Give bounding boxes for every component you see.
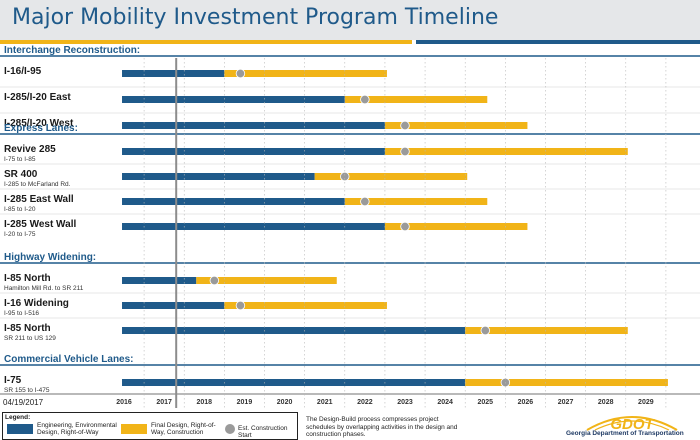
project-name: I-285 East Wall bbox=[4, 194, 74, 205]
project-name: I-16 Widening bbox=[4, 298, 69, 309]
construction-bar bbox=[224, 70, 387, 77]
construction-bar bbox=[465, 379, 668, 386]
project-name: SR 400 bbox=[4, 169, 38, 180]
year-tick-label: 2021 bbox=[317, 399, 333, 406]
svg-text:GDOT: GDOT bbox=[610, 416, 655, 432]
construction-bar bbox=[314, 173, 468, 180]
construction-start-marker bbox=[360, 94, 370, 105]
construction-start-marker bbox=[235, 300, 246, 311]
engineering-bar bbox=[122, 302, 225, 309]
construction-start-marker bbox=[400, 221, 410, 232]
title-bar: Major Mobility Investment Program Timeli… bbox=[0, 0, 700, 40]
construction-bar bbox=[344, 96, 488, 103]
project-name: I-85 North bbox=[4, 273, 51, 284]
project-segment: I-85 to I-20 bbox=[4, 206, 36, 213]
engineering-bar bbox=[122, 198, 345, 205]
section-heading: Highway Widening: bbox=[4, 252, 96, 263]
project-name: Revive 285 bbox=[4, 144, 56, 155]
year-tick-label: 2029 bbox=[638, 399, 654, 406]
year-tick-label: 2016 bbox=[116, 399, 132, 406]
page-title: Major Mobility Investment Program Timeli… bbox=[12, 5, 499, 30]
year-tick-label: 2020 bbox=[277, 399, 293, 406]
legend-title: Legend: bbox=[5, 414, 31, 421]
title-rule-blue bbox=[416, 40, 700, 44]
project-name: I-285/I-20 East bbox=[4, 92, 71, 103]
construction-start-marker bbox=[400, 120, 410, 131]
construction-bar bbox=[224, 302, 387, 309]
legend-marker-label: Est. Construction Start bbox=[238, 425, 288, 439]
year-tick-label: 2027 bbox=[558, 399, 574, 406]
construction-bar bbox=[384, 223, 528, 230]
title-rule-yellow bbox=[0, 40, 412, 44]
engineering-bar bbox=[122, 96, 345, 103]
project-segment: I-20 to I-75 bbox=[4, 231, 36, 238]
year-tick-label: 2026 bbox=[518, 399, 534, 406]
section-heading: Commercial Vehicle Lanes: bbox=[4, 354, 134, 365]
legend-construction-start-marker bbox=[225, 424, 235, 434]
organization-name: Georgia Department of Transportation bbox=[566, 430, 684, 437]
construction-start-marker bbox=[360, 196, 370, 207]
publication-date: 04/19/2017 bbox=[3, 398, 44, 407]
engineering-bar bbox=[122, 223, 385, 230]
engineering-bar bbox=[122, 70, 225, 77]
construction-start-marker bbox=[480, 325, 490, 336]
engineering-bar bbox=[122, 122, 385, 129]
construction-start-marker bbox=[209, 275, 220, 286]
project-segment: SR 211 to US 129 bbox=[4, 335, 56, 342]
year-tick-label: 2025 bbox=[477, 399, 493, 406]
project-name: I-285/I-20 West bbox=[4, 118, 74, 129]
project-segment: I-75 to I-85 bbox=[4, 156, 36, 163]
project-segment: I-285 to McFarland Rd. bbox=[4, 181, 71, 188]
year-tick-label: 2017 bbox=[156, 399, 172, 406]
construction-bar bbox=[384, 122, 528, 129]
project-name: I-285 West Wall bbox=[4, 219, 76, 230]
year-tick-label: 2022 bbox=[357, 399, 373, 406]
section-heading: Interchange Reconstruction: bbox=[4, 45, 140, 56]
legend-engineering-label: Engineering, Environmental Design, Right… bbox=[37, 422, 117, 436]
engineering-bar bbox=[122, 173, 315, 180]
project-name: I-16/I-95 bbox=[4, 66, 42, 77]
section-heading: Express Lanes: bbox=[4, 123, 78, 134]
gdot-logo: GDOT bbox=[586, 416, 678, 432]
year-tick-label: 2019 bbox=[237, 399, 253, 406]
construction-bar bbox=[384, 148, 628, 155]
construction-start-marker bbox=[340, 171, 350, 182]
design-build-note: The Design-Build process compresses proj… bbox=[306, 416, 458, 439]
construction-bar bbox=[196, 277, 337, 284]
legend-construction-swatch bbox=[121, 424, 147, 434]
project-segment: I-95 to I-516 bbox=[4, 310, 39, 317]
construction-bar bbox=[344, 198, 488, 205]
legend-engineering-swatch bbox=[7, 424, 33, 434]
project-name: I-75 bbox=[4, 375, 22, 386]
project-name: I-85 North bbox=[4, 323, 51, 334]
year-tick-label: 2028 bbox=[598, 399, 614, 406]
engineering-bar bbox=[122, 277, 197, 284]
legend: Legend: Engineering, Environmental Desig… bbox=[2, 412, 298, 440]
year-tick-label: 2024 bbox=[437, 399, 453, 406]
year-tick-label: 2023 bbox=[397, 399, 413, 406]
construction-start-marker bbox=[400, 146, 410, 157]
year-tick-label: 2018 bbox=[197, 399, 213, 406]
construction-start-marker bbox=[235, 68, 246, 79]
engineering-bar bbox=[122, 148, 385, 155]
engineering-bar bbox=[122, 379, 466, 386]
engineering-bar bbox=[122, 327, 466, 334]
project-segment: SR 155 to I-475 bbox=[4, 387, 50, 394]
construction-bar bbox=[465, 327, 628, 334]
project-segment: Hamilton Mill Rd. to SR 211 bbox=[4, 285, 84, 292]
legend-construction-label: Final Design, Right-of-Way, Construction bbox=[151, 422, 216, 436]
